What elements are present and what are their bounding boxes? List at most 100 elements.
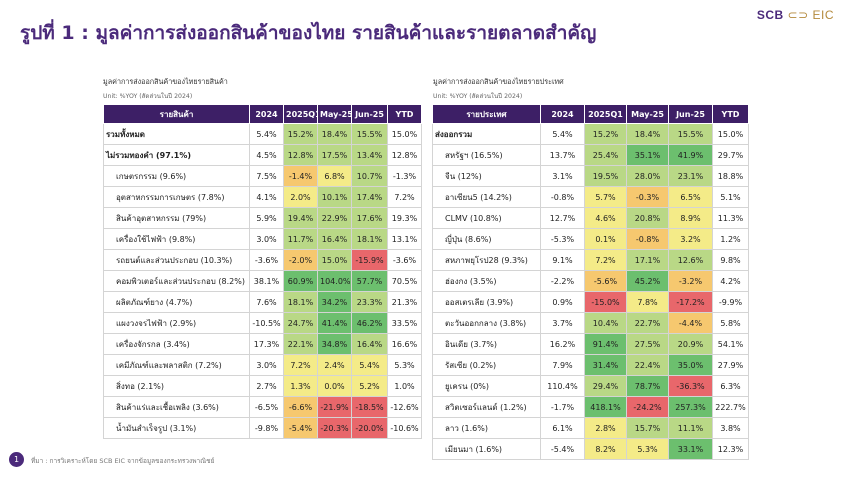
- row-label: สหภาพยุโรป28 (9.3%): [432, 249, 541, 271]
- value-cell: 25.4%: [584, 144, 627, 166]
- value-cell: -9.9%: [712, 291, 749, 313]
- value-cell: -15.9%: [351, 249, 388, 271]
- value-cell: 3.0%: [249, 354, 284, 376]
- value-cell: 6.5%: [668, 186, 713, 208]
- value-cell: 46.2%: [351, 312, 388, 334]
- row-label: เครื่องจักรกล (3.4%): [103, 333, 250, 355]
- value-cell: 0.9%: [540, 291, 585, 313]
- value-cell: 31.4%: [584, 354, 627, 376]
- value-cell: -6.6%: [283, 396, 318, 418]
- row-label: เกษตรกรรม (9.6%): [103, 165, 250, 187]
- value-cell: 60.9%: [283, 270, 318, 292]
- value-cell: 2.0%: [283, 186, 318, 208]
- table-row: เคมีภัณฑ์และพลาสติก (7.2%) 3.0% 7.2% 2.4% 5.…: [103, 354, 422, 376]
- value-cell: 3.8%: [712, 417, 749, 439]
- right-table-caption: มูลค่าการส่งออกสินค้าของไทยรายประเทศ: [433, 77, 564, 86]
- export-by-country-table: รายประเทศ 2024 2025Q1 May-25 Jun-25 YTD ส่งออ…: [432, 104, 749, 460]
- value-cell: 15.5%: [668, 123, 713, 145]
- value-cell: 27.5%: [626, 333, 669, 355]
- value-cell: -3.2%: [668, 270, 713, 292]
- value-cell: 33.5%: [387, 312, 422, 334]
- value-cell: -3.6%: [249, 249, 284, 271]
- table-row: สินค้าแร่และเชื้อเพลิง (3.6%) -6.5% -6.6% -…: [103, 396, 422, 418]
- value-cell: 18.1%: [351, 228, 388, 250]
- value-cell: 45.2%: [626, 270, 669, 292]
- value-cell: 8.2%: [584, 438, 627, 460]
- value-cell: -18.5%: [351, 396, 388, 418]
- value-cell: 11.7%: [283, 228, 318, 250]
- value-cell: -1.4%: [283, 165, 318, 187]
- value-cell: -0.3%: [626, 186, 669, 208]
- table-row: สวิตเซอร์แลนด์ (1.2%) -1.7% 418.1% -24.2% 25…: [432, 396, 749, 418]
- row-label: ฮ่องกง (3.5%): [432, 270, 541, 292]
- value-cell: 7.9%: [540, 354, 585, 376]
- value-cell: 10.1%: [317, 186, 352, 208]
- table-header-row: รายประเทศ 2024 2025Q1 May-25 Jun-25 YTD: [432, 104, 749, 124]
- value-cell: 15.2%: [283, 123, 318, 145]
- value-cell: 0.0%: [317, 375, 352, 397]
- row-label: สินค้าอุตสาหกรรม (79%): [103, 207, 250, 229]
- value-cell: 12.8%: [283, 144, 318, 166]
- value-cell: 16.4%: [317, 228, 352, 250]
- row-label: ลาว (1.6%): [432, 417, 541, 439]
- value-cell: 7.5%: [249, 165, 284, 187]
- table-row: ส่งออกรวม 5.4% 15.2% 18.4% 15.5% 15.0%: [432, 123, 749, 145]
- row-label: สินค้าแร่และเชื้อเพลิง (3.6%): [103, 396, 250, 418]
- value-cell: 70.5%: [387, 270, 422, 292]
- value-cell: 10.4%: [584, 312, 627, 334]
- value-cell: 15.0%: [317, 249, 352, 271]
- value-cell: -36.3%: [668, 375, 713, 397]
- value-cell: 0.1%: [584, 228, 627, 250]
- value-cell: 19.3%: [387, 207, 422, 229]
- table-row: เกษตรกรรม (9.6%) 7.5% -1.4% 6.8% 10.7% -1.3%: [103, 165, 422, 187]
- value-cell: -2.0%: [283, 249, 318, 271]
- header-label: รายประเทศ: [432, 104, 541, 124]
- row-label: อินเดีย (3.7%): [432, 333, 541, 355]
- row-label: ไม่รวมทองคำ (97.1%): [103, 144, 250, 166]
- value-cell: 18.8%: [712, 165, 749, 187]
- eic-logo-mark: ⊂⊃: [783, 8, 813, 22]
- row-label: ออสเตรเลีย (3.9%): [432, 291, 541, 313]
- value-cell: -10.6%: [387, 417, 422, 439]
- value-cell: 15.0%: [387, 123, 422, 145]
- value-cell: 13.4%: [351, 144, 388, 166]
- row-label: ยูเครน (0%): [432, 375, 541, 397]
- row-label: ผลิตภัณฑ์ยาง (4.7%): [103, 291, 250, 313]
- value-cell: -0.8%: [626, 228, 669, 250]
- value-cell: 16.4%: [351, 333, 388, 355]
- value-cell: -10.5%: [249, 312, 284, 334]
- value-cell: 20.9%: [668, 333, 713, 355]
- value-cell: 17.1%: [626, 249, 669, 271]
- value-cell: 57.7%: [351, 270, 388, 292]
- row-label: คอมพิวเตอร์และส่วนประกอบ (8.2%): [103, 270, 250, 292]
- value-cell: -1.3%: [387, 165, 422, 187]
- table-row: อาเซียน5 (14.2%) -0.8% 5.7% -0.3% 6.5% 5.1%: [432, 186, 749, 208]
- value-cell: 4.5%: [249, 144, 284, 166]
- value-cell: 5.9%: [249, 207, 284, 229]
- value-cell: 22.1%: [283, 333, 318, 355]
- value-cell: -5.6%: [584, 270, 627, 292]
- value-cell: 22.4%: [626, 354, 669, 376]
- value-cell: 104.0%: [317, 270, 352, 292]
- value-cell: 23.3%: [351, 291, 388, 313]
- header-period: Jun-25: [351, 104, 388, 124]
- table-row: อุตสาหกรรมการเกษตร (7.8%) 4.1% 2.0% 10.1% 17…: [103, 186, 422, 208]
- value-cell: -6.5%: [249, 396, 284, 418]
- row-label: แผงวงจรไฟฟ้า (2.9%): [103, 312, 250, 334]
- value-cell: 6.1%: [540, 417, 585, 439]
- value-cell: 27.9%: [712, 354, 749, 376]
- table-row: สิ่งทอ (2.1%) 2.7% 1.3% 0.0% 5.2% 1.0%: [103, 375, 422, 397]
- table-row: สินค้าอุตสาหกรรม (79%) 5.9% 19.4% 22.9% 17.6…: [103, 207, 422, 229]
- value-cell: 18.1%: [283, 291, 318, 313]
- value-cell: 23.1%: [668, 165, 713, 187]
- value-cell: 418.1%: [584, 396, 627, 418]
- header-period: 2025Q1: [283, 104, 318, 124]
- row-label: อาเซียน5 (14.2%): [432, 186, 541, 208]
- table-row: คอมพิวเตอร์และส่วนประกอบ (8.2%) 38.1% 60.9…: [103, 270, 422, 292]
- value-cell: 17.4%: [351, 186, 388, 208]
- value-cell: -2.2%: [540, 270, 585, 292]
- row-label: รวมทั้งหมด: [103, 123, 250, 145]
- source-note: ที่มา : การวิเคราะห์โดย SCB EIC จากข้อมู…: [31, 457, 215, 465]
- value-cell: 15.2%: [584, 123, 627, 145]
- value-cell: 10.7%: [351, 165, 388, 187]
